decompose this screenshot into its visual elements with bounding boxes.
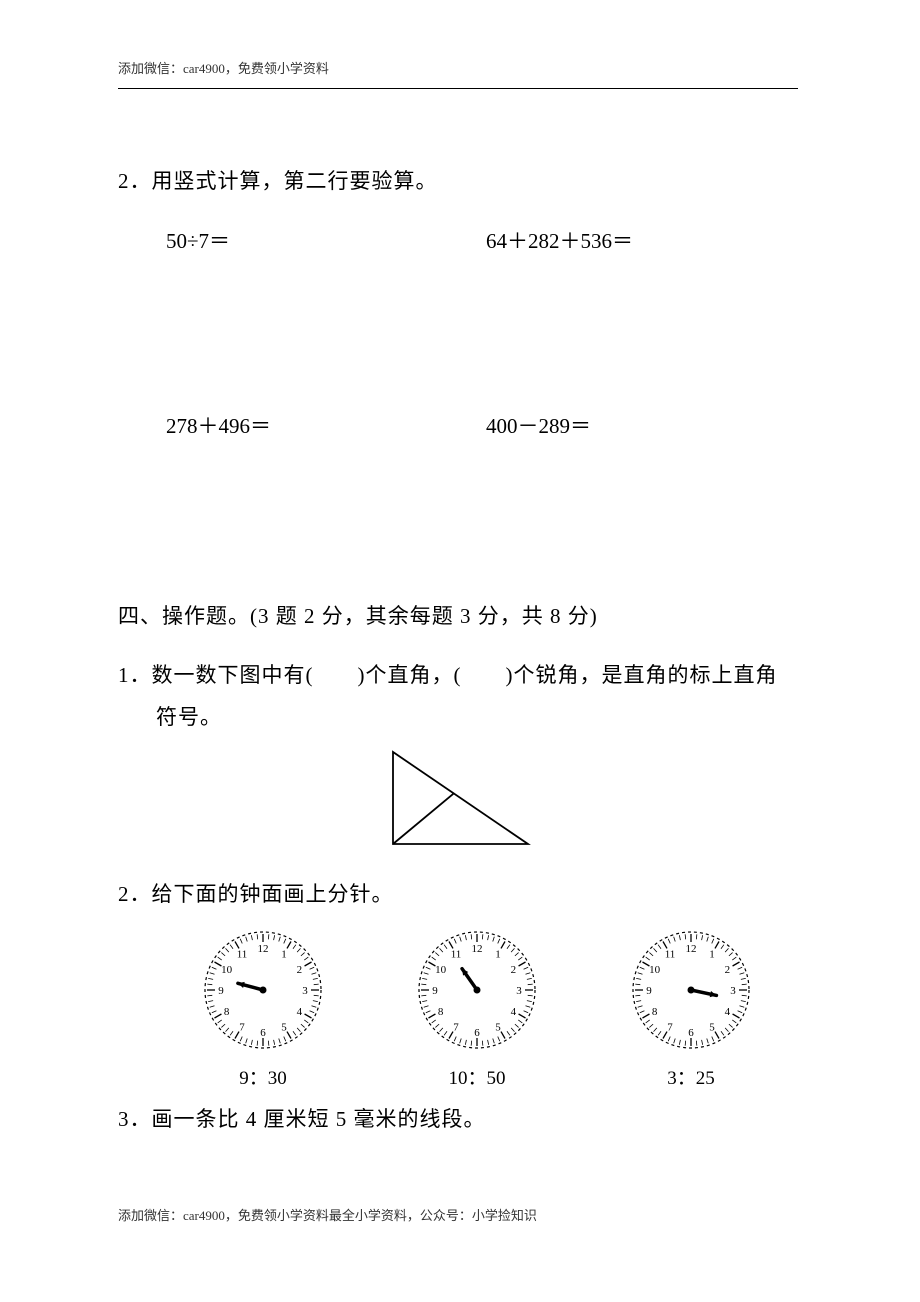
svg-text:11: 11 [451, 949, 462, 961]
sec4-q1-line2: 符号。 [156, 696, 798, 738]
svg-text:6: 6 [688, 1027, 694, 1039]
eq-r1c2: 64＋282＋536＝ [486, 225, 633, 255]
clocks-row: 123456789101112 9：30 123456789101112 10：… [156, 925, 798, 1090]
svg-text:6: 6 [260, 1027, 266, 1039]
svg-text:4: 4 [725, 1006, 731, 1018]
eq-r2c2: 400－289＝ [486, 410, 591, 440]
svg-text:10: 10 [435, 964, 447, 976]
svg-text:7: 7 [239, 1021, 245, 1033]
svg-text:10: 10 [649, 964, 661, 976]
svg-text:7: 7 [453, 1021, 459, 1033]
sec3-q2-title: 2．用竖式计算，第二行要验算。 [118, 165, 798, 195]
clock-2: 123456789101112 10：50 [412, 925, 542, 1090]
svg-text:1: 1 [281, 949, 287, 961]
svg-text:7: 7 [667, 1021, 673, 1033]
sec4-q2-title: 2．给下面的钟面画上分针。 [118, 873, 798, 915]
svg-text:12: 12 [686, 943, 697, 955]
sec4-q1-line1: 1．数一数下图中有( )个直角，( )个锐角，是直角的标上直角 [118, 654, 798, 696]
triangle-figure [118, 744, 798, 859]
page-header-note: 添加微信：car4900，免费领小学资料 [118, 58, 329, 77]
clock-1-svg: 123456789101112 [198, 925, 328, 1055]
svg-text:5: 5 [281, 1021, 287, 1033]
svg-text:11: 11 [237, 949, 248, 961]
equation-row-1: 50÷7＝ 64＋282＋536＝ [166, 225, 798, 255]
svg-text:1: 1 [495, 949, 501, 961]
page-content: 2．用竖式计算，第二行要验算。 50÷7＝ 64＋282＋536＝ 278＋49… [118, 165, 798, 1140]
svg-text:2: 2 [297, 964, 303, 976]
triangle-svg [373, 744, 543, 854]
clock-2-label: 10：50 [448, 1063, 505, 1090]
svg-text:6: 6 [474, 1027, 480, 1039]
eq-r2c1: 278＋496＝ [166, 410, 486, 440]
clock-2-svg: 123456789101112 [412, 925, 542, 1055]
svg-text:9: 9 [646, 985, 652, 997]
svg-text:3: 3 [516, 985, 522, 997]
svg-text:8: 8 [438, 1006, 444, 1018]
svg-text:10: 10 [221, 964, 233, 976]
equation-row-2: 278＋496＝ 400－289＝ [166, 410, 798, 440]
eq-r1c1: 50÷7＝ [166, 225, 486, 255]
header-divider [118, 88, 798, 89]
svg-text:4: 4 [511, 1006, 517, 1018]
clock-3-svg: 123456789101112 [626, 925, 756, 1055]
svg-text:8: 8 [224, 1006, 230, 1018]
svg-text:9: 9 [218, 985, 224, 997]
svg-text:2: 2 [725, 964, 731, 976]
svg-text:5: 5 [709, 1021, 715, 1033]
page-footer-note: 添加微信：car4900，免费领小学资料最全小学资料，公众号：小学捡知识 [118, 1205, 537, 1224]
clock-3-label: 3：25 [667, 1063, 715, 1090]
svg-text:4: 4 [297, 1006, 303, 1018]
svg-text:8: 8 [652, 1006, 658, 1018]
svg-text:12: 12 [472, 943, 483, 955]
svg-text:12: 12 [258, 943, 269, 955]
svg-text:3: 3 [302, 985, 308, 997]
svg-text:1: 1 [709, 949, 715, 961]
svg-text:11: 11 [665, 949, 676, 961]
clock-1: 123456789101112 9：30 [198, 925, 328, 1090]
sec4-title: 四、操作题。(3 题 2 分，其余每题 3 分，共 8 分) [118, 600, 798, 630]
clock-1-label: 9：30 [239, 1063, 287, 1090]
sec4-q3-title: 3．画一条比 4 厘米短 5 毫米的线段。 [118, 1098, 798, 1140]
svg-text:3: 3 [730, 985, 736, 997]
svg-text:5: 5 [495, 1021, 501, 1033]
svg-text:9: 9 [432, 985, 438, 997]
clock-3: 123456789101112 3：25 [626, 925, 756, 1090]
svg-text:2: 2 [511, 964, 516, 976]
